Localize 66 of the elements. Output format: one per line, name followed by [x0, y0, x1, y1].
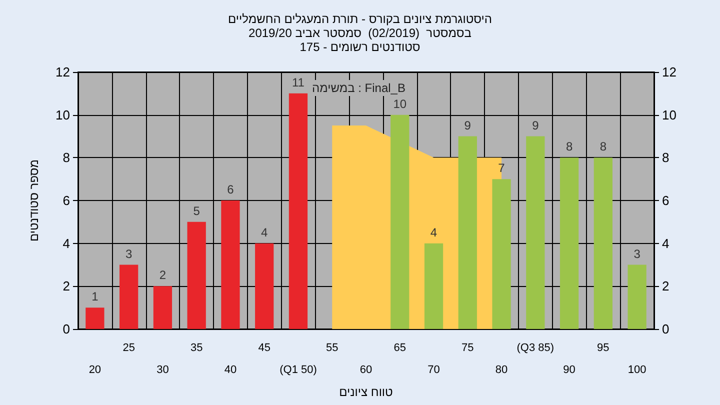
chart-subtitle: בסמסטר (02/2019) סמסטר אביב 2019/20 סטודנטים רשומים - 175 [248, 26, 472, 54]
annotation: במשימה : Final_B [312, 81, 406, 95]
y2-tick-label: 0 [662, 322, 670, 336]
y2-tick-label: 4 [662, 236, 670, 251]
data-label: 7 [498, 161, 506, 176]
bar [187, 222, 206, 329]
bar [560, 158, 579, 329]
y2-tick-label: 10 [662, 107, 676, 122]
chart-title: היסטוגרמת ציונים בקורס - תורת המעגלים החשמליים [228, 12, 492, 26]
data-label: 8 [600, 140, 607, 154]
y-tick-label: 8 [62, 150, 70, 166]
y2-tick-label: 6 [662, 193, 670, 208]
bar [526, 136, 545, 329]
y-tick-label: 10 [56, 107, 70, 122]
bar [594, 158, 612, 329]
y-tick-label: 2 [62, 278, 70, 294]
bar [86, 308, 104, 329]
y2-tick-label: 12 [662, 64, 676, 80]
x-tick-label: 75 [462, 342, 474, 354]
y2-tick-label: 2 [662, 278, 670, 294]
x-tick-label: 30 [156, 364, 169, 376]
x-tick-label: 55 [326, 342, 338, 354]
bar [424, 243, 444, 329]
x-tick-label: (Q1 50) [280, 364, 317, 376]
x-tick-label: 45 [258, 342, 270, 354]
data-label: 3 [125, 246, 132, 261]
x-tick-label: 40 [224, 364, 237, 376]
y-axis-title: מספר סטודנטים [27, 159, 41, 242]
bar [221, 200, 240, 329]
data-label: 2 [159, 268, 166, 282]
data-label: 9 [464, 118, 472, 132]
y-tick-label: 4 [62, 236, 70, 251]
data-label: 11 [292, 75, 305, 90]
bar [390, 114, 410, 329]
x-tick-label: 65 [394, 342, 406, 354]
data-label: 10 [393, 96, 407, 111]
x-tick-label: 95 [597, 342, 610, 354]
data-label: 6 [227, 182, 234, 196]
data-label: 8 [566, 140, 573, 154]
bar [628, 264, 646, 329]
x-tick-label: 20 [88, 364, 102, 376]
y-tick-label: 6 [62, 193, 70, 208]
x-tick-label: 90 [563, 364, 576, 376]
bar [458, 136, 477, 329]
x-tick-label: 25 [122, 342, 135, 354]
data-label: 4 [430, 225, 438, 240]
data-label: 4 [261, 225, 268, 240]
x-axis-title: טווח ציונים [339, 384, 394, 399]
bar [153, 286, 172, 329]
bar [120, 264, 138, 329]
data-label: 9 [532, 118, 540, 132]
bar [492, 179, 511, 329]
bar [288, 93, 308, 329]
x-tick-label: 35 [190, 342, 203, 354]
data-label: 1 [92, 290, 99, 304]
x-tick-label: 80 [495, 364, 508, 376]
data-label: 5 [193, 204, 200, 218]
x-tick-label: 60 [360, 364, 372, 376]
bar [255, 243, 274, 329]
y-tick-label: 0 [62, 322, 70, 336]
x-tick-label: 70 [428, 364, 440, 376]
x-tick-label: (Q3 85) [516, 342, 554, 354]
y-tick-label: 12 [56, 64, 70, 80]
x-tick-label: 100 [628, 364, 646, 376]
y2-tick-label: 8 [662, 150, 670, 166]
data-label: 3 [634, 246, 641, 261]
